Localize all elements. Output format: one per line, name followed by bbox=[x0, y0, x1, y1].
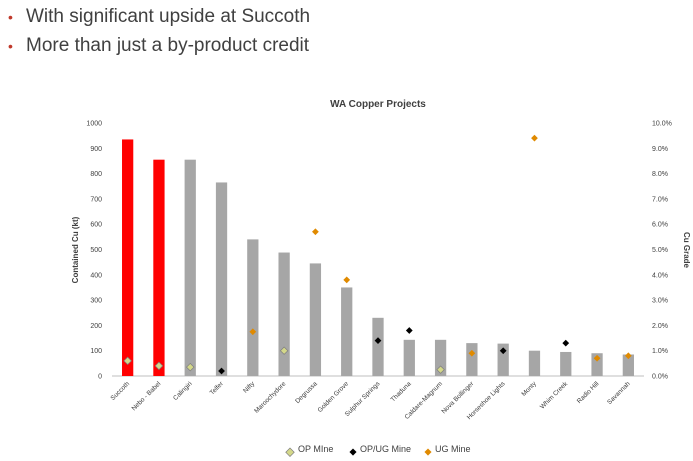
y2-tick-label: 5.0% bbox=[652, 247, 668, 254]
op-marker bbox=[154, 361, 164, 371]
bar bbox=[372, 317, 384, 376]
op-marker bbox=[279, 346, 289, 355]
category-label: Calingiri bbox=[172, 380, 194, 402]
bar bbox=[466, 343, 478, 376]
legend-item-op: OP MIne bbox=[285, 444, 333, 457]
category-label: Whim Creek bbox=[539, 380, 570, 411]
bar bbox=[497, 343, 509, 376]
y2-tick-label: 6.0% bbox=[652, 222, 668, 229]
category-label: Maroochydore bbox=[253, 380, 288, 415]
opug-marker bbox=[374, 337, 382, 344]
y2-tick-label: 3.0% bbox=[652, 298, 668, 305]
bar bbox=[341, 287, 353, 376]
y-tick-label: 200 bbox=[90, 323, 102, 330]
y-tick-label: 1000 bbox=[86, 121, 102, 128]
bar bbox=[122, 139, 134, 376]
ug-marker bbox=[312, 228, 319, 236]
opug-marker bbox=[218, 367, 225, 375]
y-tick-label: 0 bbox=[98, 374, 102, 381]
category-label: Nifty bbox=[242, 380, 257, 395]
category-label: Succoth bbox=[109, 380, 131, 402]
bullet-dot-icon: • bbox=[8, 37, 13, 54]
chart-title: WA Copper Projects bbox=[330, 99, 426, 110]
category-label: Degrussa bbox=[294, 380, 319, 405]
y-tick-label: 900 bbox=[90, 146, 102, 153]
y2-tick-label: 7.0% bbox=[652, 196, 668, 203]
ug-marker bbox=[249, 328, 257, 336]
bar bbox=[184, 159, 196, 376]
bar bbox=[434, 339, 447, 376]
y2-tick-label: 2.0% bbox=[652, 323, 668, 330]
y2-tick-label: 10.0% bbox=[652, 121, 672, 128]
y-tick-label: 500 bbox=[90, 247, 102, 254]
ug-marker bbox=[343, 276, 351, 284]
op-marker bbox=[436, 365, 445, 374]
opug-marker bbox=[499, 347, 507, 355]
ug-marker bbox=[593, 354, 601, 362]
category-labels: Succoth Nebo - Babel Calingiri Telfer NiftyM… bbox=[109, 380, 632, 421]
ug-marker-icon bbox=[424, 448, 432, 456]
bullet-item: • More than just a by-product credit bbox=[8, 31, 310, 60]
y-axis-title: Contained Cu (kt) bbox=[71, 216, 80, 283]
category-label: Nova Bollinger bbox=[440, 380, 475, 415]
ug-marker bbox=[531, 134, 538, 142]
opug-marker bbox=[562, 339, 570, 347]
category-label: Savannah bbox=[606, 380, 632, 406]
y2-axis-ticks: 0.0% 1.0% 2.0% 3.0% 4.0% 5.0% 6.0% 7.0% 8.0% 9.0%… bbox=[652, 121, 672, 381]
category-label: Telfer bbox=[209, 380, 226, 397]
bar bbox=[591, 353, 603, 376]
bar bbox=[309, 263, 322, 376]
legend: OP MIne OP/UG Mine UG Mine bbox=[285, 444, 471, 457]
bar bbox=[560, 351, 572, 376]
category-label: Nebo - Babel bbox=[131, 380, 163, 412]
category-label: Radio Hill bbox=[576, 380, 601, 405]
y-tick-label: 800 bbox=[90, 171, 102, 178]
y-tick-label: 700 bbox=[90, 196, 102, 203]
y-axis-ticks: 0 100 200 300 400 500 600 700 800 900 1000 bbox=[86, 121, 102, 381]
op-marker bbox=[186, 362, 195, 372]
bullet-list: • With significant upside at Succoth • M… bbox=[8, 2, 310, 60]
ug-marker bbox=[468, 349, 476, 357]
y-tick-label: 100 bbox=[90, 348, 102, 355]
bar bbox=[247, 239, 259, 376]
legend-label-ug: UG Mine bbox=[435, 444, 471, 454]
bar-series bbox=[122, 139, 634, 376]
bar bbox=[528, 350, 541, 376]
op-marker bbox=[123, 356, 132, 366]
category-label: Monty bbox=[520, 380, 538, 398]
category-label: Thaduna bbox=[390, 380, 413, 403]
op-marker-icon bbox=[285, 447, 295, 457]
legend-label-op: OP MIne bbox=[298, 444, 333, 454]
bullet-text: More than just a by-product credit bbox=[26, 34, 310, 56]
category-label: Golden Grove bbox=[317, 380, 351, 414]
y2-tick-label: 8.0% bbox=[652, 171, 668, 178]
y2-axis-title: Cu Grade bbox=[682, 232, 691, 269]
y-tick-label: 600 bbox=[90, 222, 102, 229]
legend-item-ug: UG Mine bbox=[424, 444, 471, 456]
opug-marker-icon bbox=[349, 448, 357, 456]
y2-tick-label: 1.0% bbox=[652, 348, 668, 355]
opug-marker bbox=[405, 327, 413, 334]
bar bbox=[278, 252, 290, 376]
y2-tick-label: 4.0% bbox=[652, 272, 668, 279]
y2-tick-label: 9.0% bbox=[652, 146, 668, 153]
marker-series bbox=[123, 134, 632, 375]
y-tick-label: 400 bbox=[90, 272, 102, 279]
bullet-text: With significant upside at Succoth bbox=[26, 5, 311, 27]
y-tick-label: 300 bbox=[90, 298, 102, 305]
bullet-item: • With significant upside at Succoth bbox=[8, 2, 310, 31]
bullet-dot-icon: • bbox=[8, 8, 13, 25]
bar bbox=[403, 339, 415, 376]
legend-item-opug: OP/UG Mine bbox=[349, 444, 411, 456]
bar bbox=[153, 159, 165, 376]
ug-marker bbox=[624, 352, 632, 360]
y2-tick-label: 0.0% bbox=[652, 374, 668, 381]
bar bbox=[215, 182, 228, 376]
legend-label-opug: OP/UG Mine bbox=[360, 444, 411, 454]
bar bbox=[622, 354, 634, 376]
